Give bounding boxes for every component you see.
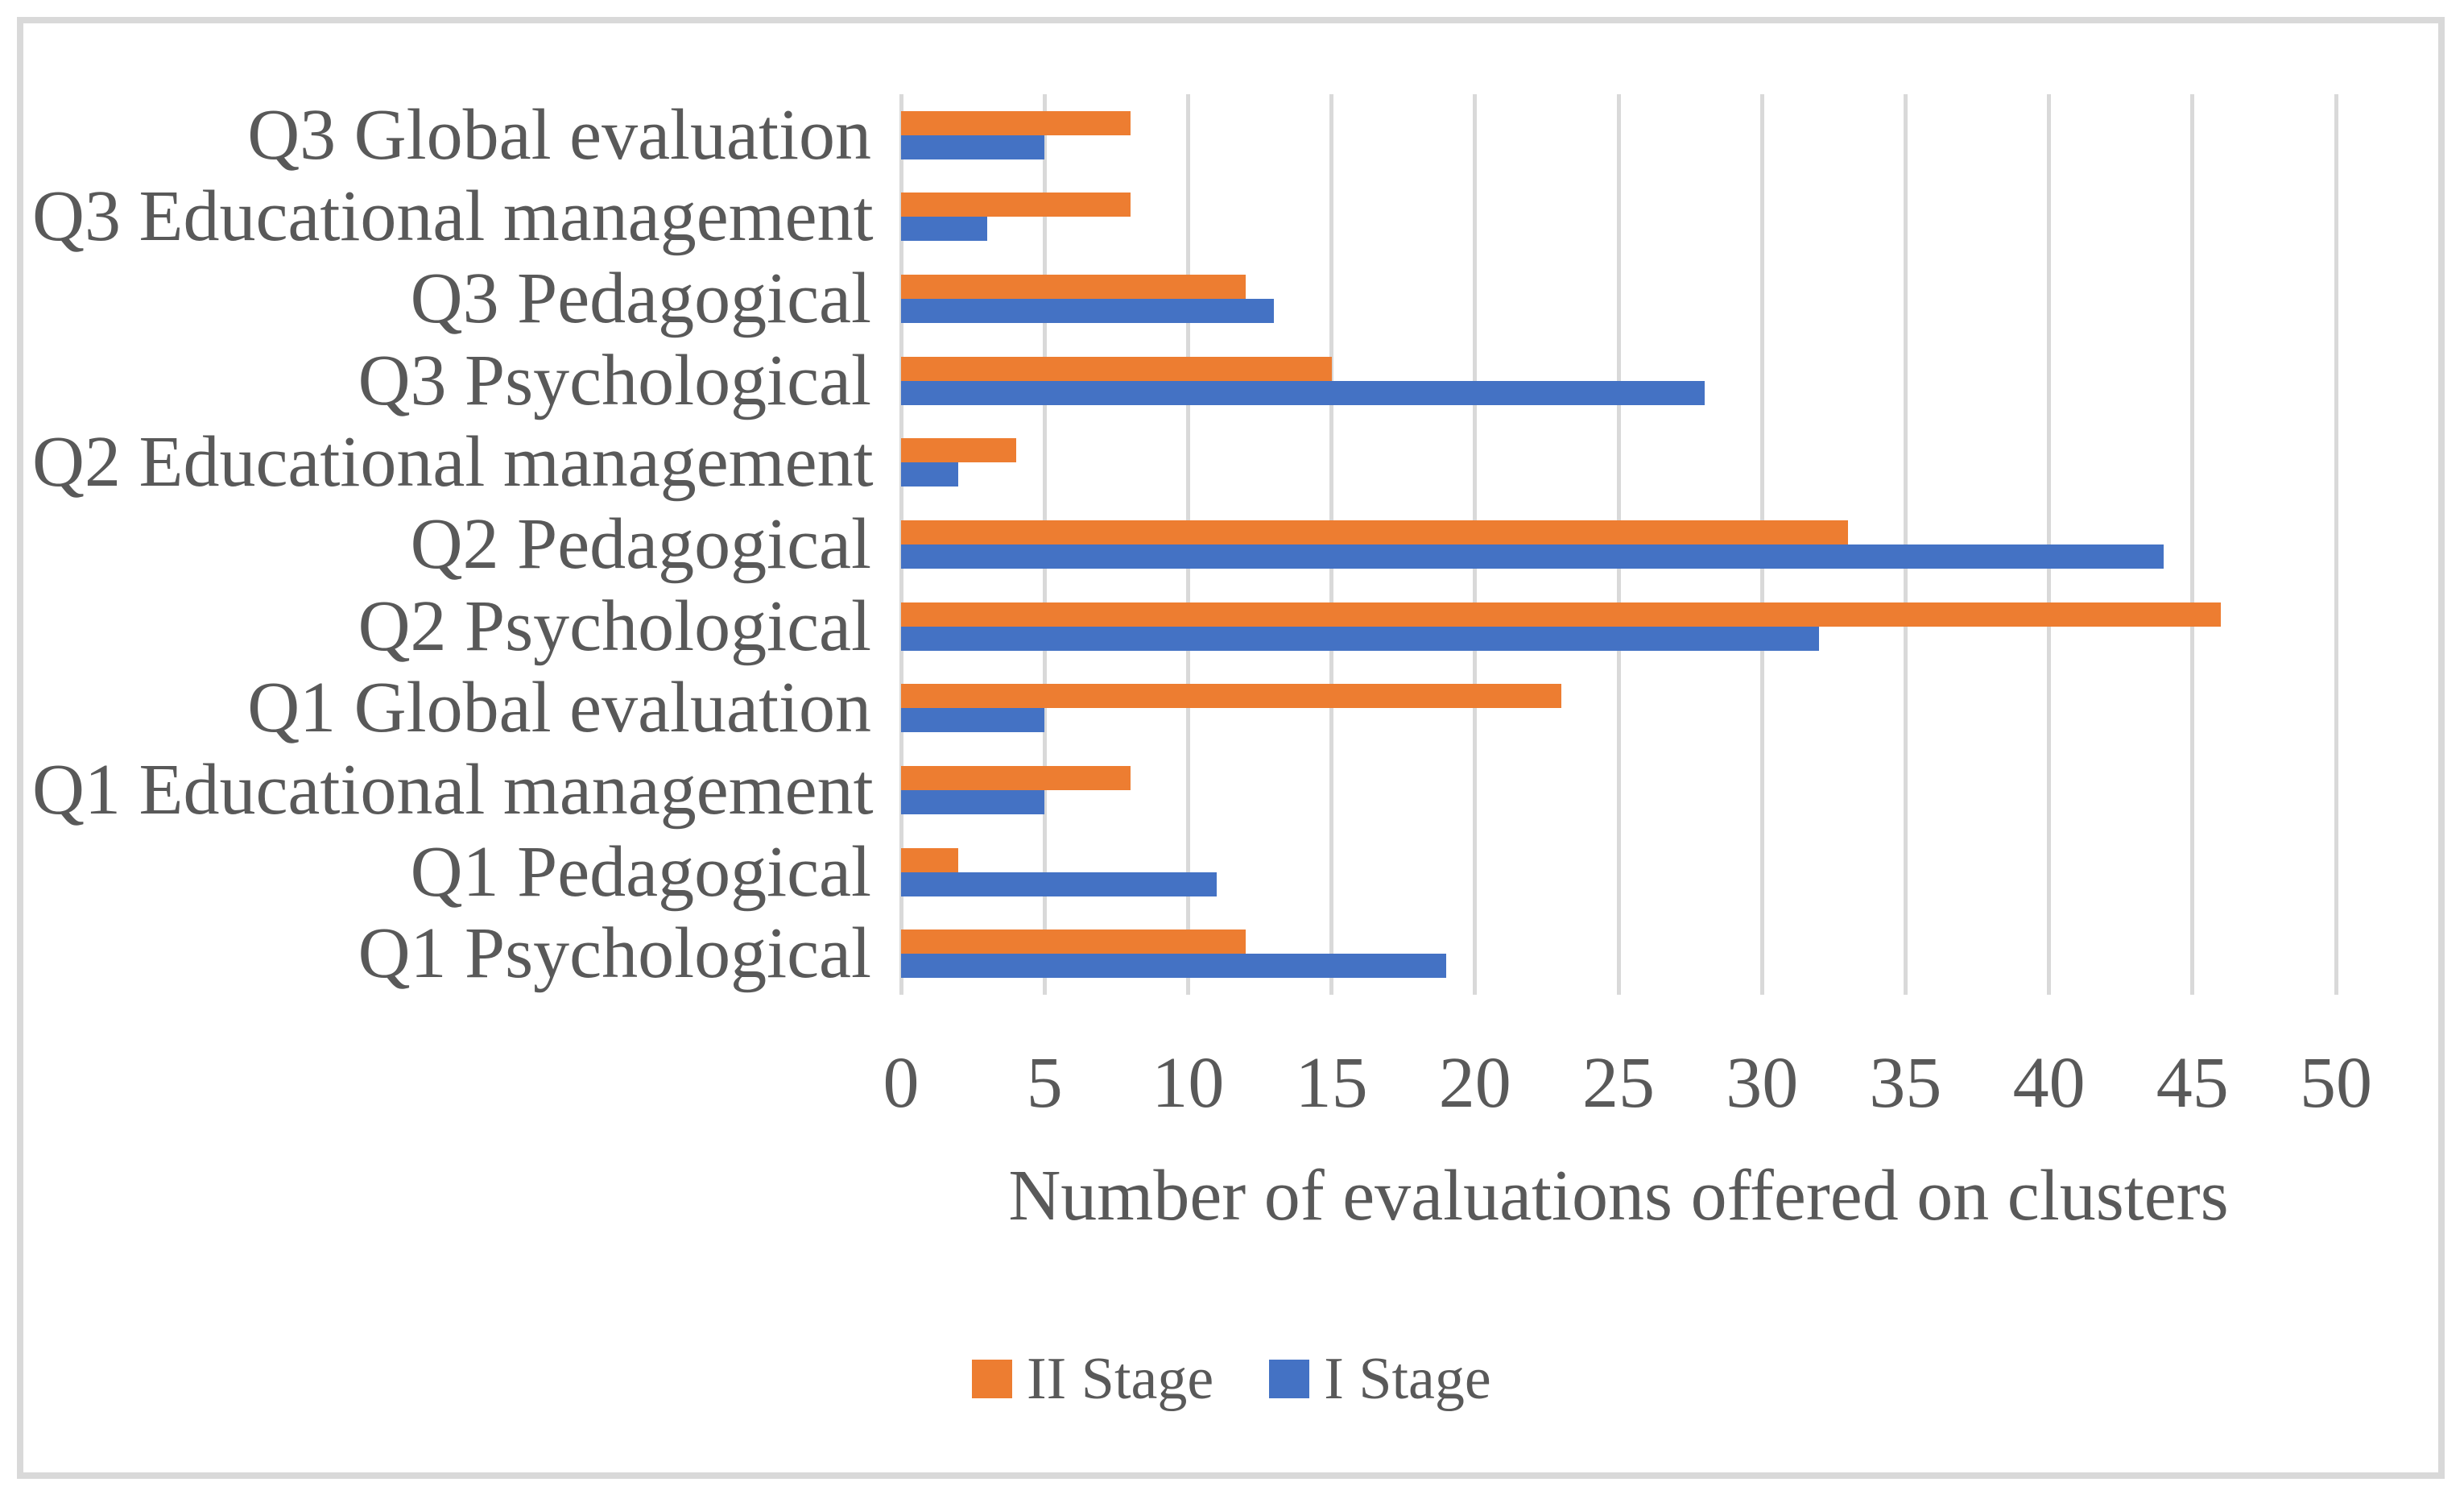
bar-i-stage xyxy=(901,462,959,487)
category-label: Q3 Educational management xyxy=(32,176,874,257)
bar-i-stage xyxy=(901,626,1820,651)
bar-ii-stage xyxy=(901,193,1131,217)
category-label: Q2 Pedagogical xyxy=(410,504,871,584)
bar-ii-stage xyxy=(901,438,1016,463)
category-label: Q1 Global evaluation xyxy=(247,668,871,748)
x-tick-label: 40 xyxy=(2012,1043,2086,1123)
x-tick-label: 25 xyxy=(1582,1043,1655,1123)
category-label: Q3 Global evaluation xyxy=(247,94,871,175)
category-label: Q3 Psychological xyxy=(358,340,871,420)
bar-ii-stage xyxy=(901,765,1131,790)
x-tick-label: 5 xyxy=(1026,1043,1063,1123)
bar-i-stage xyxy=(901,135,1045,159)
category-label: Q1 Psychological xyxy=(358,913,871,994)
chart-border-frame xyxy=(17,17,2445,1479)
bar-i-stage xyxy=(901,217,987,242)
bar-ii-stage xyxy=(901,684,1561,709)
bar-i-stage xyxy=(901,380,1705,405)
legend: II Stage I Stage xyxy=(972,1347,1491,1411)
x-tick-label: 20 xyxy=(1438,1043,1511,1123)
bar-ii-stage xyxy=(901,110,1131,135)
bar-i-stage xyxy=(901,544,2164,569)
legend-label: II Stage xyxy=(1027,1346,1214,1412)
legend-swatch-icon xyxy=(1269,1360,1310,1398)
bar-ii-stage xyxy=(901,930,1246,954)
bar-i-stage xyxy=(901,708,1045,733)
bar-ii-stage xyxy=(901,275,1246,300)
category-label: Q1 Pedagogical xyxy=(410,831,871,912)
vertical-gridline xyxy=(2190,94,2195,995)
bar-ii-stage xyxy=(901,520,1849,544)
legend-item-ii-stage: II Stage xyxy=(972,1347,1213,1411)
category-label: Q3 Pedagogical xyxy=(410,259,871,339)
category-label: Q1 Educational management xyxy=(32,749,874,830)
x-tick-label: 15 xyxy=(1295,1043,1368,1123)
legend-item-i-stage: I Stage xyxy=(1269,1347,1491,1411)
x-tick-label: 50 xyxy=(2300,1043,2372,1123)
legend-label: I Stage xyxy=(1324,1346,1491,1412)
x-tick-label: 10 xyxy=(1151,1043,1225,1123)
bar-ii-stage xyxy=(901,602,2222,627)
bar-i-stage xyxy=(901,789,1045,814)
vertical-gridline xyxy=(2334,94,2338,995)
x-axis-title: Number of evaluations offered on cluster… xyxy=(1008,1156,2229,1236)
x-tick-label: 0 xyxy=(883,1043,920,1123)
bar-i-stage xyxy=(901,954,1447,979)
x-tick-label: 45 xyxy=(2156,1043,2229,1123)
x-tick-label: 35 xyxy=(1869,1043,1942,1123)
legend-swatch-icon xyxy=(972,1360,1012,1398)
bar-i-stage xyxy=(901,299,1275,324)
bar-i-stage xyxy=(901,872,1218,896)
bar-ii-stage xyxy=(901,356,1332,381)
category-label: Q2 Psychological xyxy=(358,586,871,666)
bar-ii-stage xyxy=(901,847,959,872)
category-label: Q2 Educational management xyxy=(32,422,874,503)
x-tick-label: 30 xyxy=(1726,1043,1799,1123)
